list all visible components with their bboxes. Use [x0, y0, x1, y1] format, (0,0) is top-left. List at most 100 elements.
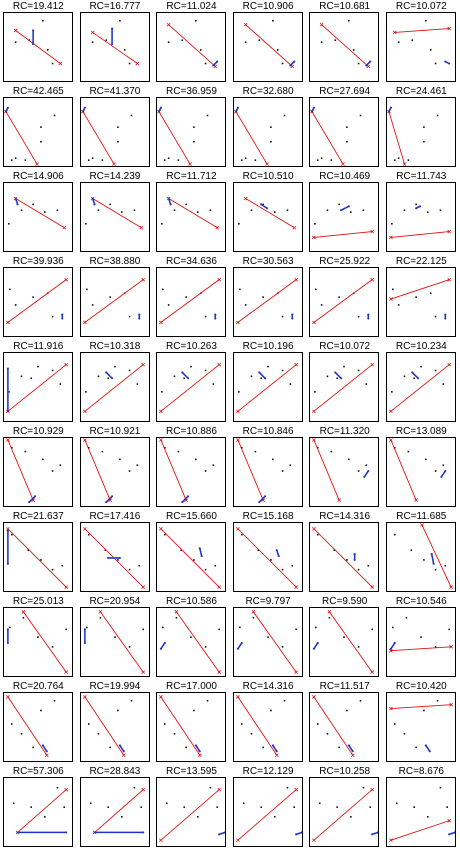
- residual-endpoint: [118, 744, 121, 747]
- fit-endpoint-marker: [135, 61, 139, 66]
- residual-endpoint: [214, 313, 217, 316]
- residual-segment: [260, 203, 268, 209]
- fit-line: [160, 696, 201, 756]
- fit-line: [390, 704, 452, 709]
- data-point: [346, 559, 349, 561]
- scatter-plot-svg: [160, 610, 222, 674]
- data-point: [327, 733, 329, 735]
- scatter-plot-svg: [312, 786, 379, 843]
- fit-line: [237, 279, 297, 323]
- residual-segment: [364, 470, 370, 478]
- fit-endpoint-marker: [6, 320, 10, 325]
- fit-line: [394, 28, 450, 33]
- data-point: [214, 564, 217, 567]
- data-point: [20, 209, 23, 211]
- scatter-plot: [3, 777, 73, 847]
- rc-value-label: RC=14.316: [319, 511, 371, 522]
- fit-endpoint-marker: [389, 297, 393, 301]
- fit-line: [168, 24, 216, 67]
- residual-endpoint: [275, 549, 278, 552]
- data-point: [10, 159, 13, 161]
- plot-panel: RC=57.306: [0, 765, 77, 850]
- scatter-plot-svg: [389, 786, 455, 843]
- residual-endpoint: [348, 744, 351, 747]
- data-point: [40, 126, 42, 128]
- scatter-plot: [232, 182, 303, 252]
- fit-endpoint-marker: [82, 526, 87, 531]
- data-point: [358, 315, 360, 318]
- data-point: [10, 446, 13, 449]
- residual-endpoint: [45, 750, 48, 753]
- fit-line: [84, 279, 144, 323]
- plot-panel: RC=11.320: [306, 425, 383, 510]
- scatter-plot: [156, 12, 227, 82]
- data-point: [244, 41, 247, 43]
- data-point: [392, 288, 394, 291]
- residual-endpoint: [354, 558, 357, 561]
- residual-segment: [348, 745, 354, 752]
- scatter-plot-svg: [389, 277, 452, 320]
- data-point: [162, 626, 164, 629]
- residual-segment: [272, 745, 278, 752]
- data-point: [317, 723, 319, 725]
- residual-endpoint: [444, 60, 447, 63]
- fit-endpoint-marker: [235, 438, 240, 442]
- data-point: [193, 140, 195, 143]
- residual-endpoint: [16, 831, 19, 834]
- residual-endpoint: [187, 495, 190, 498]
- rc-value-label: RC=22.125: [395, 256, 447, 267]
- data-point: [434, 646, 437, 648]
- fit-line: [17, 789, 67, 833]
- scatter-plot-svg: [159, 438, 215, 504]
- data-point: [116, 140, 119, 143]
- residual-endpoint: [200, 554, 203, 558]
- fit-line: [421, 524, 452, 588]
- residual-endpoint: [291, 317, 294, 320]
- data-point: [392, 626, 394, 629]
- residual-endpoint: [389, 647, 392, 650]
- data-point: [429, 292, 432, 295]
- scatter-plot-svg: [159, 786, 226, 843]
- scatter-plot: [156, 437, 227, 507]
- data-point: [350, 211, 352, 213]
- fit-endpoint-marker: [140, 362, 145, 367]
- data-point: [51, 646, 54, 648]
- scatter-plot-svg: [89, 786, 145, 835]
- data-point: [59, 464, 62, 466]
- scatter-plot: [309, 12, 380, 82]
- fit-line: [93, 789, 144, 833]
- rc-value-label: RC=34.636: [166, 256, 217, 267]
- data-point: [237, 391, 240, 393]
- scatter-plot-svg: [389, 616, 453, 653]
- fit-endpoint-marker: [447, 818, 452, 823]
- residual-endpoint: [311, 110, 314, 113]
- fit-endpoint-marker: [447, 362, 452, 367]
- residual-endpoint: [158, 110, 161, 113]
- data-point: [338, 296, 341, 298]
- rc-value-label: RC=20.764: [12, 681, 64, 692]
- rc-value-label: RC=10.258: [319, 766, 371, 777]
- rc-value-label: RC=10.681: [319, 1, 371, 12]
- plot-panel: RC=22.125: [383, 255, 460, 340]
- data-point: [393, 533, 396, 536]
- fit-line: [160, 364, 220, 412]
- data-point: [348, 19, 351, 22]
- fit-endpoint-marker: [90, 30, 95, 35]
- data-point: [173, 375, 176, 378]
- residual-endpoint: [32, 29, 35, 32]
- residual-endpoint: [234, 110, 237, 113]
- data-point: [128, 62, 130, 65]
- rc-value-label: RC=11.712: [166, 171, 217, 182]
- data-point: [353, 49, 355, 51]
- plot-panel: RC=10.681: [306, 0, 383, 85]
- data-point: [107, 377, 109, 380]
- data-point: [330, 159, 333, 161]
- data-point: [350, 816, 352, 818]
- data-point: [423, 140, 425, 143]
- data-point: [183, 806, 186, 808]
- data-point: [360, 114, 362, 117]
- rc-value-label: RC=9.797: [245, 596, 291, 607]
- data-point: [240, 723, 243, 725]
- residual-endpoint: [61, 313, 64, 316]
- data-point: [260, 377, 262, 380]
